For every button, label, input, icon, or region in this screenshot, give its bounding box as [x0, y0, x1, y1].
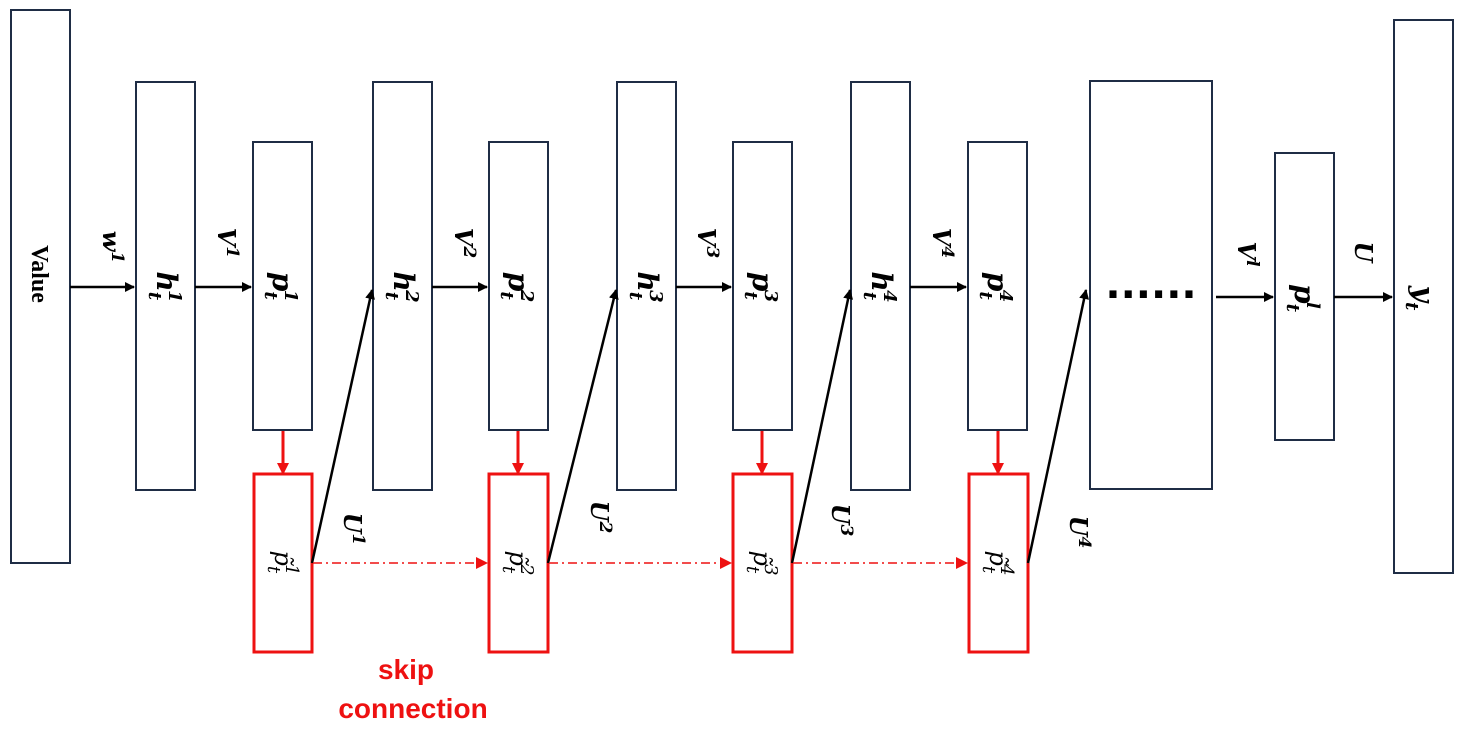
p-tilde-3-label: p̃t3 [742, 550, 781, 575]
w1-label: w1 [97, 231, 127, 264]
p2-label: pt2 [496, 272, 537, 302]
u1-label: U1 [338, 513, 368, 546]
value-box [10, 9, 71, 564]
p3-label: pt3 [740, 272, 781, 302]
skip-connection-label-line1: skip [378, 654, 434, 685]
v1-label: V1 [212, 228, 242, 258]
vl-label: Vl [1232, 241, 1262, 267]
skip-connection-label-line2: connection [338, 693, 487, 724]
h3-label: ht3 [625, 271, 666, 302]
arrow-u2 [546, 289, 619, 564]
v4-label: V4 [927, 228, 957, 258]
p-tilde-1-label: p̃t1 [263, 550, 302, 575]
h4-box [850, 81, 911, 491]
h1-label: ht1 [144, 271, 185, 302]
ellipsis-label: ...... [1105, 262, 1196, 308]
u-label: U [1349, 242, 1378, 265]
arrow-u1 [310, 289, 375, 564]
arrow-u3 [790, 289, 854, 564]
h4-label: ht4 [859, 271, 900, 302]
value-label: Value [26, 245, 52, 303]
p3-box [732, 141, 793, 431]
arrow-u4 [1026, 289, 1090, 564]
p-tilde-1-box [252, 472, 314, 654]
p1-label: pt1 [260, 272, 301, 302]
u4-label: U4 [1064, 516, 1094, 549]
hidden-ellipsis-box [1089, 80, 1213, 490]
u2-label: U2 [585, 501, 615, 534]
p1-box [252, 141, 313, 431]
p2-box [488, 141, 549, 431]
p-tilde-4-box [967, 472, 1030, 654]
p4-box [967, 141, 1028, 431]
y-label: yt [1401, 285, 1440, 311]
p4-label: pt4 [975, 272, 1016, 302]
h1-box [135, 81, 196, 491]
v3-label: V3 [692, 228, 722, 259]
pl-label: ptl [1282, 284, 1323, 313]
y-box [1393, 19, 1454, 574]
u3-label: U3 [826, 504, 856, 537]
p-tilde-4-label: p̃t4 [978, 550, 1017, 575]
h2-label: ht2 [381, 271, 422, 302]
p-tilde-2-label: p̃t2 [498, 550, 537, 575]
h3-box [616, 81, 677, 491]
v2-label: V2 [449, 228, 479, 259]
